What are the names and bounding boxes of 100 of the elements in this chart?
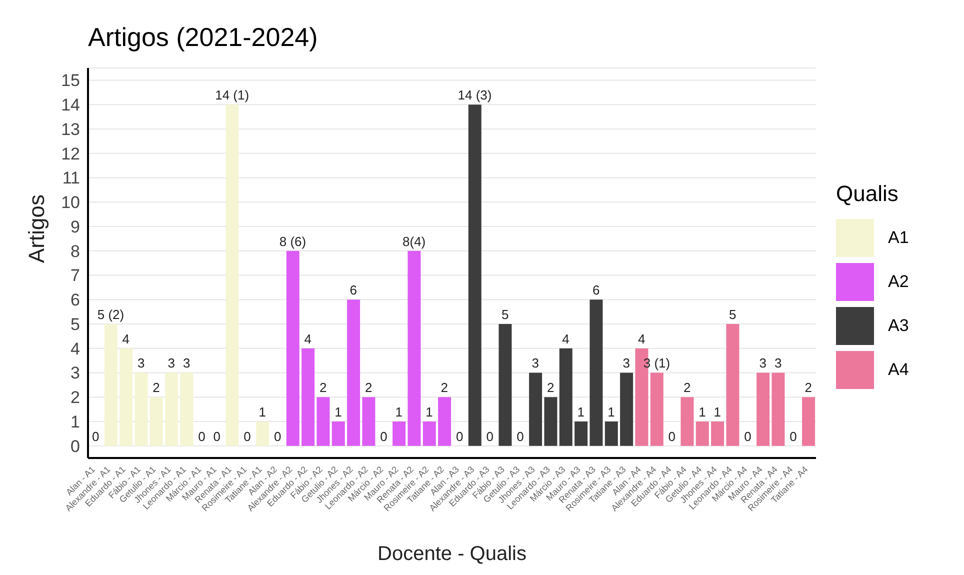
bar: [544, 397, 558, 446]
bar: [104, 324, 118, 446]
y-tick-label: 13: [61, 120, 80, 139]
data-label: 8(4): [402, 234, 426, 249]
data-label: 1: [395, 404, 403, 420]
bar: [332, 421, 345, 446]
bar: [134, 372, 148, 446]
data-label: 2: [546, 380, 554, 396]
data-label: 0: [198, 428, 206, 444]
legend-title: Qualis: [836, 181, 900, 207]
data-label: 4: [304, 331, 312, 346]
legend-label: A2: [888, 272, 909, 292]
data-label: 0: [790, 428, 797, 444]
bar: [408, 250, 421, 446]
bar: [286, 250, 300, 446]
bar: [256, 421, 270, 446]
data-label: 2: [152, 380, 160, 396]
bar: [620, 372, 634, 446]
data-label: 4: [122, 331, 130, 346]
bar: [362, 397, 376, 446]
bar: [711, 421, 724, 446]
data-label: 3: [168, 356, 176, 371]
data-label: 5 (2): [97, 306, 124, 322]
data-label: 0: [516, 428, 524, 444]
y-tick-label: 10: [61, 193, 80, 212]
data-label: 0: [486, 428, 494, 444]
data-label: 3: [137, 356, 145, 371]
data-label: 0: [456, 428, 464, 444]
data-label: 4: [638, 331, 646, 346]
data-label: 1: [258, 404, 266, 420]
y-tick-label: 7: [70, 266, 80, 286]
y-tick-label: 2: [70, 388, 80, 408]
y-tick-label: 12: [61, 144, 80, 164]
y-axis-title: Artigos: [24, 194, 49, 263]
data-label: 2: [440, 380, 448, 396]
data-label: 1: [608, 404, 615, 420]
bar: [559, 348, 572, 446]
x-axis-title: Docente - Qualis: [378, 543, 526, 565]
bar: [680, 397, 694, 446]
data-label: 5: [501, 306, 509, 322]
data-label: 0: [668, 428, 676, 444]
data-label: 6: [350, 282, 358, 298]
chart-title: Artigos (2021-2024): [88, 22, 318, 53]
y-tick-label: 0: [70, 436, 80, 456]
bar: [422, 421, 436, 446]
data-label: 0: [92, 428, 100, 444]
bar: [226, 104, 239, 446]
bar: [316, 397, 330, 446]
y-tick-label: 5: [70, 314, 80, 334]
data-label: 0: [244, 428, 251, 444]
bar: [302, 348, 315, 446]
bar: [574, 421, 588, 446]
data-label: 3: [774, 356, 782, 371]
data-label: 0: [744, 428, 752, 444]
y-tick-label: 6: [70, 290, 80, 310]
bar: [772, 372, 785, 446]
data-label: 2: [364, 380, 372, 396]
bar: [180, 372, 194, 446]
data-label: 1: [714, 404, 722, 420]
legend-label: A1: [888, 228, 909, 248]
bar: [604, 421, 618, 446]
data-label: 14 (1): [215, 88, 250, 103]
data-label: 4: [562, 331, 570, 346]
bar: [696, 421, 709, 446]
y-tick-label: 9: [70, 217, 80, 236]
bar: [529, 372, 542, 446]
bar: [756, 372, 770, 446]
bar: [590, 300, 603, 446]
bar: [392, 421, 406, 446]
data-label: 8 (6): [279, 234, 306, 249]
data-label: 3: [759, 356, 767, 371]
data-label: 14 (3): [458, 88, 492, 103]
bar: [650, 372, 664, 446]
y-tick-label: 4: [70, 339, 80, 358]
data-label: 0: [213, 428, 221, 444]
bar: [347, 300, 360, 446]
data-label: 1: [577, 404, 585, 420]
y-tick-label: 8: [70, 242, 80, 261]
bar: [726, 324, 740, 446]
data-label: 2: [804, 380, 812, 396]
data-label: 6: [592, 282, 600, 298]
bar: [802, 397, 816, 446]
data-label: 3: [622, 356, 630, 371]
data-label: 3: [182, 356, 190, 371]
data-label: 1: [698, 404, 706, 420]
data-label: 3: [532, 356, 540, 371]
y-tick-label: 14: [61, 96, 80, 115]
y-tick-label: 11: [62, 168, 80, 188]
data-label: 1: [334, 404, 342, 420]
y-tick-label: 15: [61, 71, 80, 90]
bar: [165, 372, 178, 446]
bar: [120, 348, 133, 446]
data-label: 2: [319, 380, 327, 396]
legend-label: A4: [888, 360, 909, 380]
data-label: 0: [380, 428, 388, 444]
bar: [438, 397, 452, 446]
legend-label: A3: [888, 316, 909, 336]
y-tick-label: 1: [70, 412, 80, 432]
bar: [635, 348, 648, 446]
y-tick-label: 3: [70, 364, 80, 383]
